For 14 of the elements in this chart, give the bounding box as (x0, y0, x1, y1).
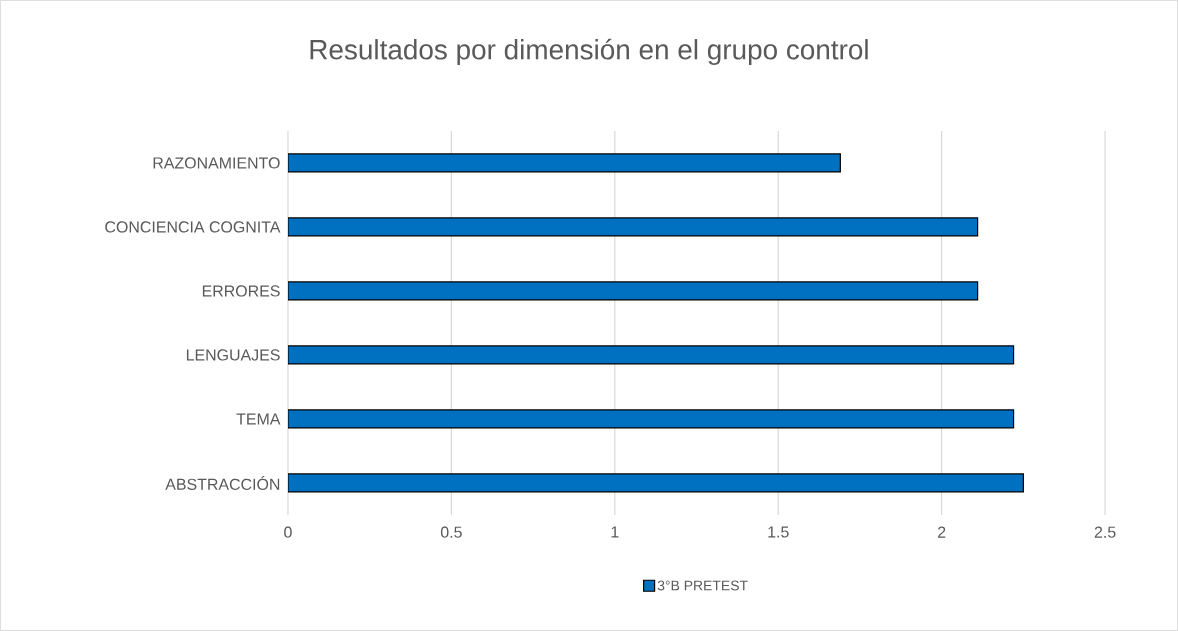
y-tick-label: TEMA (236, 413, 281, 425)
y-tick-label: ABSTRACCIÓN (165, 476, 280, 491)
legend-label: 3°B PRETEST (657, 580, 748, 591)
x-tick-label: 2 (938, 526, 946, 538)
x-tick-label: 1 (611, 526, 619, 538)
x-tick-label: 2.5 (1094, 526, 1116, 538)
x-tick-label: 0 (284, 526, 292, 538)
x-tick-label: 0.5 (440, 526, 462, 538)
y-tick-label: RAZONAMIENTO (153, 157, 280, 169)
chart-title: Resultados por dimensión en el grupo control (310, 38, 868, 66)
y-tick-label: CONCIENCIA COGNITA (105, 221, 281, 233)
x-tick-label: 1.5 (768, 526, 789, 538)
y-tick-label: ERRORES (202, 285, 280, 297)
y-tick-label: LENGUAJES (186, 349, 280, 361)
